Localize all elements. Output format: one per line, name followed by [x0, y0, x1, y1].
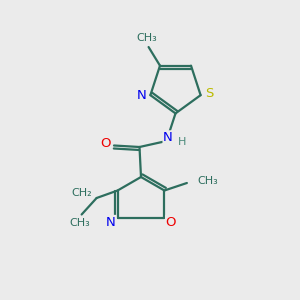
Text: H: H [178, 137, 186, 148]
Text: CH₃: CH₃ [137, 33, 158, 43]
Text: CH₃: CH₃ [197, 176, 218, 186]
Text: O: O [166, 215, 176, 229]
Text: S: S [205, 87, 213, 100]
Text: CH₃: CH₃ [70, 218, 91, 228]
Text: N: N [106, 215, 116, 229]
Text: CH₂: CH₂ [71, 188, 92, 198]
Text: N: N [137, 89, 147, 102]
Text: O: O [100, 136, 111, 150]
Text: N: N [163, 131, 173, 144]
